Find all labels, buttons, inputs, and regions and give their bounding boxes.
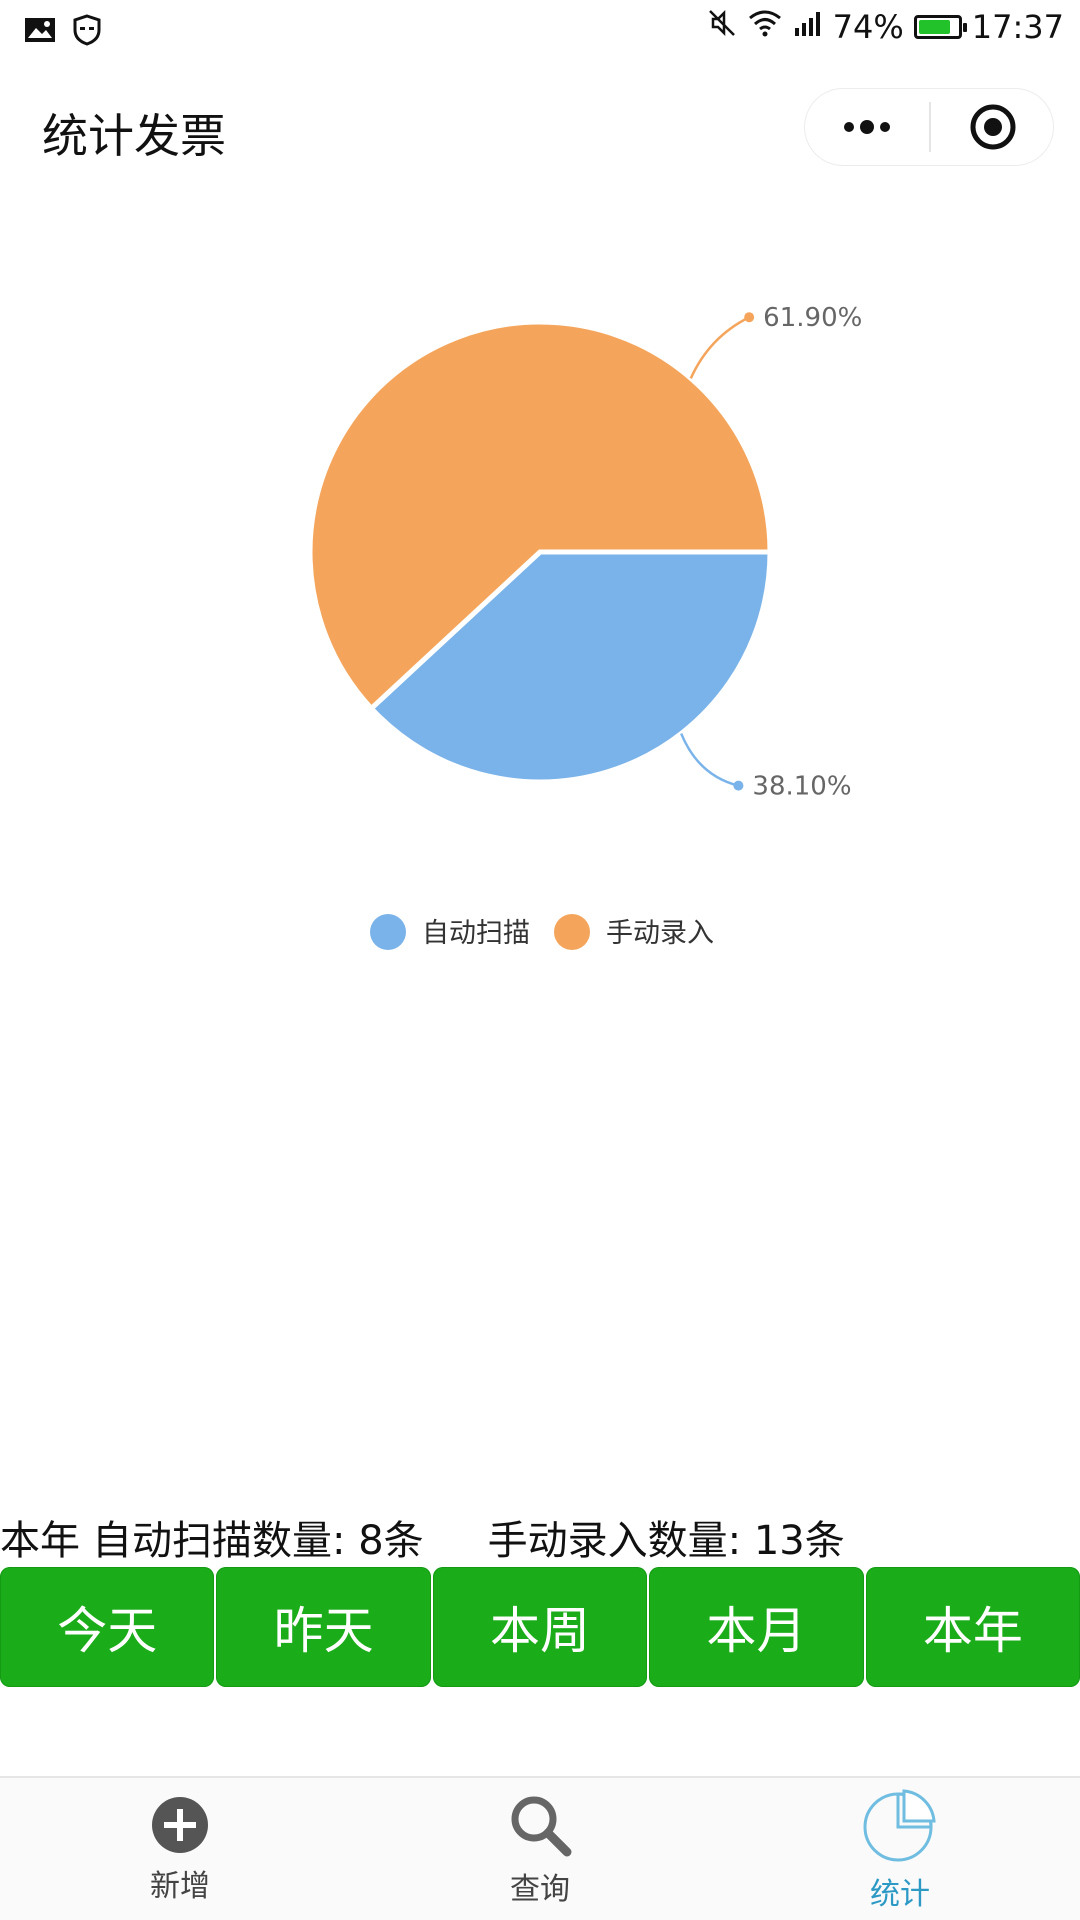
pie-chart-icon bbox=[863, 1789, 936, 1862]
legend-label-1[interactable]: 手动录入 bbox=[606, 918, 714, 949]
summary-period-label: 本年 bbox=[0, 1518, 80, 1564]
leader-line-1 bbox=[689, 316, 750, 379]
yesterday-button[interactable]: 昨天 bbox=[216, 1567, 431, 1687]
tab-search-label: 查询 bbox=[510, 1872, 570, 1907]
period-button-row: 今天 昨天 本周 本月 本年 bbox=[0, 1567, 1080, 1687]
capsule-divider bbox=[929, 102, 931, 152]
mute-icon bbox=[707, 8, 737, 46]
more-dots-icon bbox=[843, 120, 890, 134]
tab-stats-label: 统计 bbox=[870, 1877, 930, 1912]
page-title: 统计发票 bbox=[42, 109, 226, 163]
shield-icon bbox=[72, 14, 102, 50]
tab-add-label: 新增 bbox=[150, 1869, 210, 1904]
signal-icon bbox=[793, 8, 823, 46]
summary-auto-scan: 自动扫描数量: 8条 bbox=[92, 1518, 424, 1564]
image-notification-icon bbox=[24, 16, 56, 48]
pie-slice-1 bbox=[307, 319, 773, 712]
clock: 17:37 bbox=[971, 8, 1064, 46]
this-week-button[interactable]: 本周 bbox=[432, 1567, 648, 1687]
close-miniprogram-button[interactable] bbox=[931, 88, 1054, 166]
pie-label-0: 38.10% bbox=[752, 772, 851, 802]
this-year-button[interactable]: 本年 bbox=[865, 1567, 1080, 1687]
summary-manual-entry: 手动录入数量: 13条 bbox=[487, 1518, 845, 1564]
leader-dot-0 bbox=[733, 780, 744, 791]
pie-chart-svg: 38.10% 61.90% 自动扫描 手动录入 bbox=[307, 303, 862, 950]
tab-search[interactable]: 查询 bbox=[440, 1778, 640, 1920]
status-right: 74% 17:37 bbox=[707, 8, 1064, 46]
more-button[interactable] bbox=[804, 88, 929, 166]
tab-add[interactable]: 新增 bbox=[80, 1778, 280, 1920]
leader-dot-1 bbox=[744, 312, 755, 323]
legend-marker-0[interactable] bbox=[370, 914, 406, 950]
add-circle-icon bbox=[152, 1797, 208, 1853]
legend-label-0[interactable]: 自动扫描 bbox=[422, 918, 530, 949]
tab-stats[interactable]: 统计 bbox=[800, 1778, 1000, 1920]
pie-chart: 38.10% 61.90% 自动扫描 手动录入 bbox=[0, 200, 1080, 1020]
this-month-button[interactable]: 本月 bbox=[649, 1567, 864, 1687]
target-icon bbox=[970, 104, 1015, 150]
search-icon bbox=[511, 1796, 572, 1857]
title-bar: 统计发票 bbox=[0, 62, 1080, 192]
tab-bar: 新增 查询 统计 bbox=[0, 1776, 1080, 1920]
status-bar: 74% 17:37 bbox=[0, 0, 1080, 62]
mini-program-capsule bbox=[804, 88, 1054, 166]
battery-icon bbox=[913, 15, 967, 39]
battery-percent: 74% bbox=[832, 8, 904, 46]
legend-marker-1[interactable] bbox=[554, 914, 590, 950]
pie-label-1: 61.90% bbox=[763, 303, 862, 333]
summary: 本年 自动扫描数量: 8条 手动录入数量: 13条 bbox=[0, 1508, 1080, 1564]
pie-slice-0 bbox=[367, 549, 773, 785]
today-button[interactable]: 今天 bbox=[0, 1567, 215, 1687]
summary-auto: 本年 自动扫描数量: 8条 bbox=[0, 1508, 424, 1564]
wifi-icon bbox=[747, 8, 783, 46]
status-left bbox=[24, 14, 102, 50]
leader-line-0 bbox=[680, 733, 739, 787]
